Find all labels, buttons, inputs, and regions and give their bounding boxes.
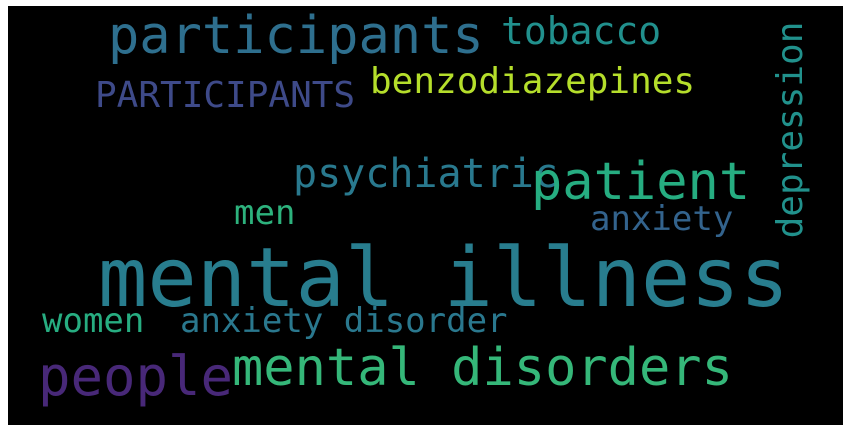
word-PARTICIPANTS: PARTICIPANTS xyxy=(95,75,356,116)
word-depression: depression xyxy=(770,21,811,239)
word-mental-disorders: mental disorders xyxy=(232,338,733,398)
word-cloud: participants tobacco benzodiazepines PAR… xyxy=(8,6,843,425)
word-anxiety: anxiety xyxy=(590,199,734,239)
word-men: men xyxy=(234,193,296,233)
word-anxiety-disorder: anxiety disorder xyxy=(180,301,508,341)
word-psychiatric: psychiatric xyxy=(293,151,558,197)
word-participants: participants xyxy=(108,6,484,66)
word-women: women xyxy=(42,301,145,341)
word-mental-illness: mental illness xyxy=(98,231,790,326)
word-tobacco: tobacco xyxy=(501,9,662,53)
word-people: people xyxy=(38,345,234,408)
word-patient: patient xyxy=(531,152,751,212)
word-benzodiazepines: benzodiazepines xyxy=(370,61,696,102)
